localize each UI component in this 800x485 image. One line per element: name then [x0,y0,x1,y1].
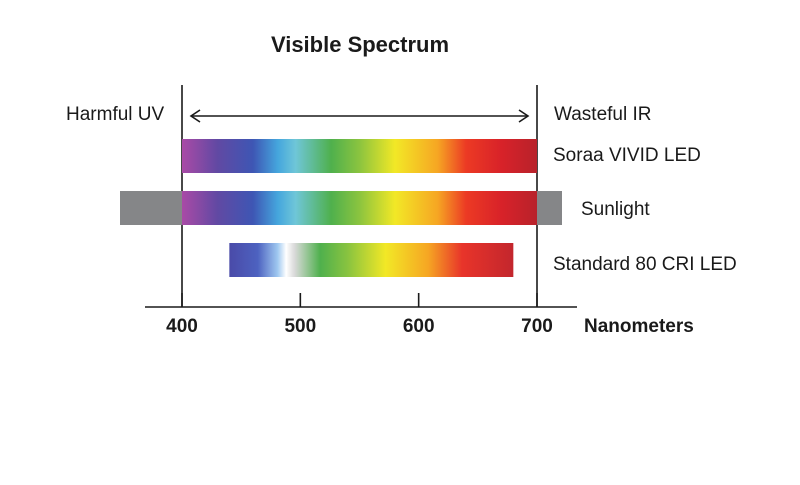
bar-soraa-vivid-led [182,139,537,173]
tick-label-400: 400 [166,316,198,337]
series-label-standard-led: Standard 80 CRI LED [553,254,737,275]
wasteful-ir-label: Wasteful IR [554,104,652,125]
bars-group [120,139,562,277]
x-axis-label: Nanometers [584,316,694,337]
arrowhead-left-icon [189,109,201,123]
tick-label-500: 500 [284,316,316,337]
tick-label-700: 700 [521,316,553,337]
series-label-sunlight: Sunlight [581,199,650,220]
tick-label-600: 600 [403,316,435,337]
harmful-uv-label: Harmful UV [66,104,165,125]
bar-sunlight-uv-extension [120,191,182,225]
chart-title: Visible Spectrum [271,32,449,57]
bar-standard-80-cri-led [229,243,514,277]
bar-sunlight-ir-extension [537,191,562,225]
bar-sunlight [182,191,537,225]
series-label-soraa: Soraa VIVID LED [553,145,701,166]
arrowhead-right-icon [518,109,530,123]
x-axis-ticks: 400 500 600 700 [166,293,553,337]
